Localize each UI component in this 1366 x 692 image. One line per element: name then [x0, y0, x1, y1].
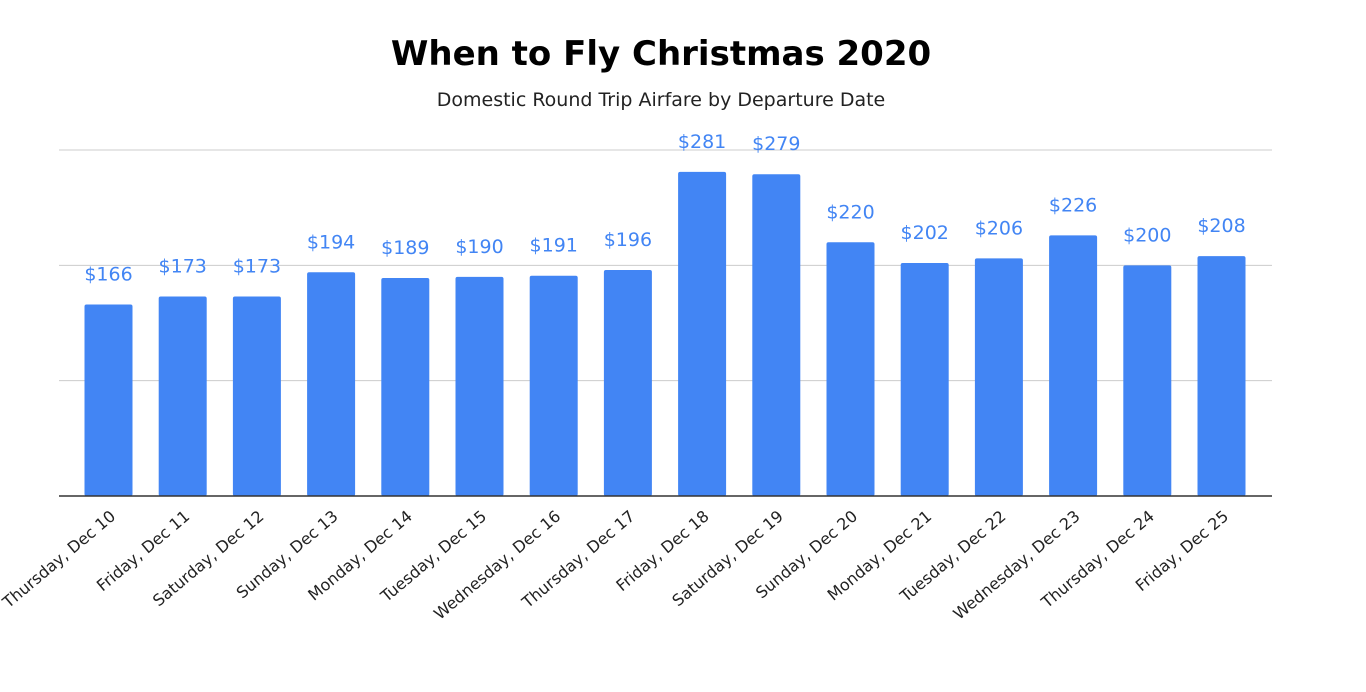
data-label: $196 [604, 229, 652, 251]
data-label: $226 [1049, 194, 1097, 216]
bar [678, 171, 727, 496]
data-label: $190 [455, 236, 503, 258]
data-label: $189 [381, 237, 429, 259]
bar [974, 258, 1023, 496]
data-label: $173 [233, 255, 281, 277]
bar [1049, 235, 1098, 496]
data-label: $206 [975, 217, 1023, 239]
data-label: $200 [1123, 224, 1171, 246]
x-tick-label: Thursday, Dec 10 [0, 507, 119, 613]
bar [752, 174, 801, 496]
bar [381, 278, 430, 496]
bar [529, 275, 578, 496]
bar [1123, 265, 1172, 496]
bar [307, 272, 356, 496]
x-tick-label: Wednesday, Dec 16 [430, 507, 564, 624]
bar [158, 296, 207, 496]
bar [826, 242, 875, 496]
data-label: $202 [901, 222, 949, 244]
data-label: $220 [826, 201, 874, 223]
bar [455, 276, 504, 496]
bar [84, 304, 133, 496]
bars [84, 171, 1246, 496]
data-label: $166 [84, 264, 132, 286]
chart-title: When to Fly Christmas 2020 [390, 34, 932, 74]
data-label: $281 [678, 131, 726, 153]
data-label: $194 [307, 231, 355, 253]
data-label: $191 [530, 235, 578, 257]
data-label: $208 [1197, 215, 1245, 237]
bar [1197, 256, 1246, 496]
data-label: $173 [159, 255, 207, 277]
data-label: $279 [752, 133, 800, 155]
bar [603, 269, 652, 496]
data-labels: $166 $173 $173 $194 $189 $190 $191 $196 $281 $279… [84, 131, 1245, 286]
bar [232, 296, 281, 496]
chart-subtitle: Domestic Round Trip Airfare by Departure… [436, 89, 886, 111]
bar [900, 263, 949, 496]
x-tick-label: Wednesday, Dec 23 [949, 507, 1083, 624]
